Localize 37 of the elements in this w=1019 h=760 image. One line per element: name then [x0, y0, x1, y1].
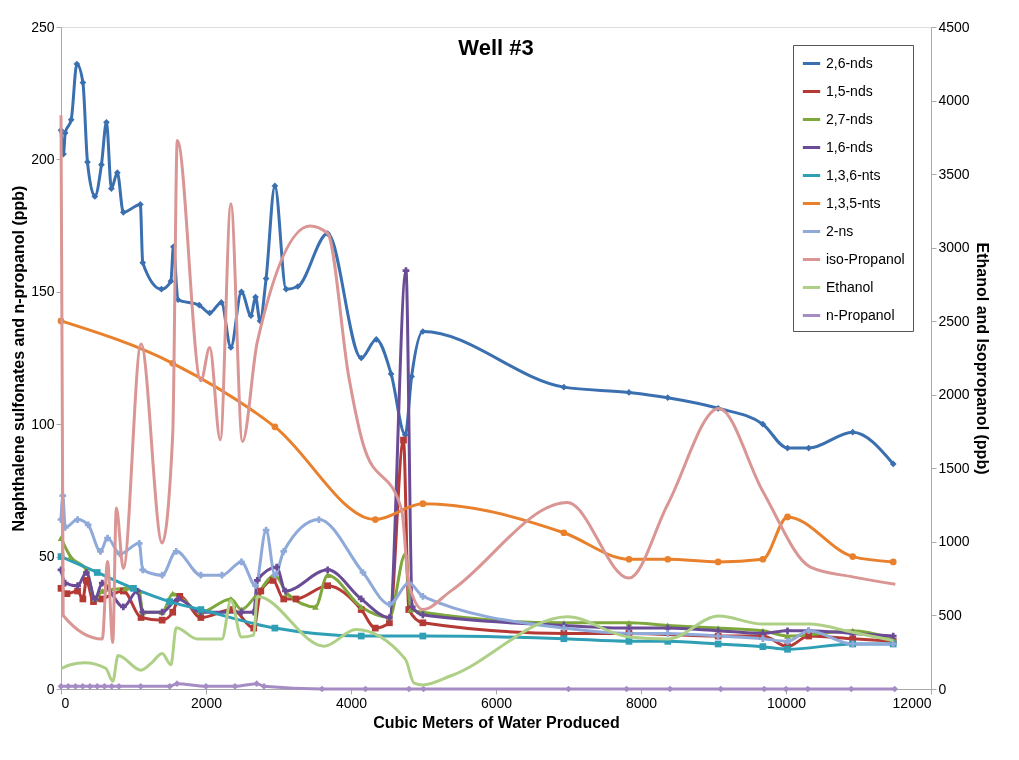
y-tick-label: 50: [38, 548, 55, 565]
y2-axis-title: Ethanol and Isopropanol (ppb): [973, 242, 991, 475]
legend-label: Ethanol: [826, 278, 874, 295]
y2-tick-label: 3500: [938, 165, 970, 182]
x-tick-label: 6000: [480, 694, 513, 711]
y2-tick-label: 500: [938, 606, 963, 623]
y2-tick-label: 4500: [938, 18, 970, 35]
legend-label: 1,3,5-nts: [826, 194, 881, 211]
legend-label: iso-Propanol: [826, 250, 905, 267]
y2-tick-label: 1000: [938, 533, 970, 550]
y2-tick-label: 1500: [938, 459, 970, 476]
legend-label: 1,6-nds: [826, 138, 873, 155]
y2-tick-label: 2500: [938, 312, 970, 329]
x-tick-label: 2000: [190, 694, 223, 711]
legend-label: 2,6-nds: [826, 54, 873, 71]
y2-tick-label: 4000: [938, 92, 970, 109]
y-tick-label: 150: [31, 283, 55, 300]
x-tick-label: 12000: [892, 694, 932, 711]
x-tick-label: 10000: [767, 694, 807, 711]
y-tick-label: 0: [46, 680, 55, 697]
legend-label: 1,5-nds: [826, 82, 873, 99]
legend-label: 2-ns: [826, 222, 854, 239]
x-tick-label: 8000: [625, 694, 658, 711]
y2-tick-label: 3000: [938, 239, 970, 256]
legend-label: n-Propanol: [826, 306, 895, 323]
x-tick-label: 0: [61, 694, 70, 711]
legend-label: 1,3,6-nts: [826, 166, 881, 183]
y-tick-label: 200: [31, 150, 55, 167]
legend-label: 2,7-nds: [826, 110, 873, 127]
x-axis-title: Cubic Meters of Water Produced: [373, 713, 620, 731]
y-tick-label: 250: [31, 18, 55, 35]
y2-tick-label: 2000: [938, 386, 970, 403]
y-axis-title: Naphthalene sulfonates and n-propanol (ppb): [10, 185, 28, 532]
chart-title: Well #3: [458, 35, 534, 60]
y2-tick-label: 0: [938, 680, 947, 697]
x-tick-label: 4000: [335, 694, 368, 711]
y-tick-label: 100: [31, 415, 55, 432]
